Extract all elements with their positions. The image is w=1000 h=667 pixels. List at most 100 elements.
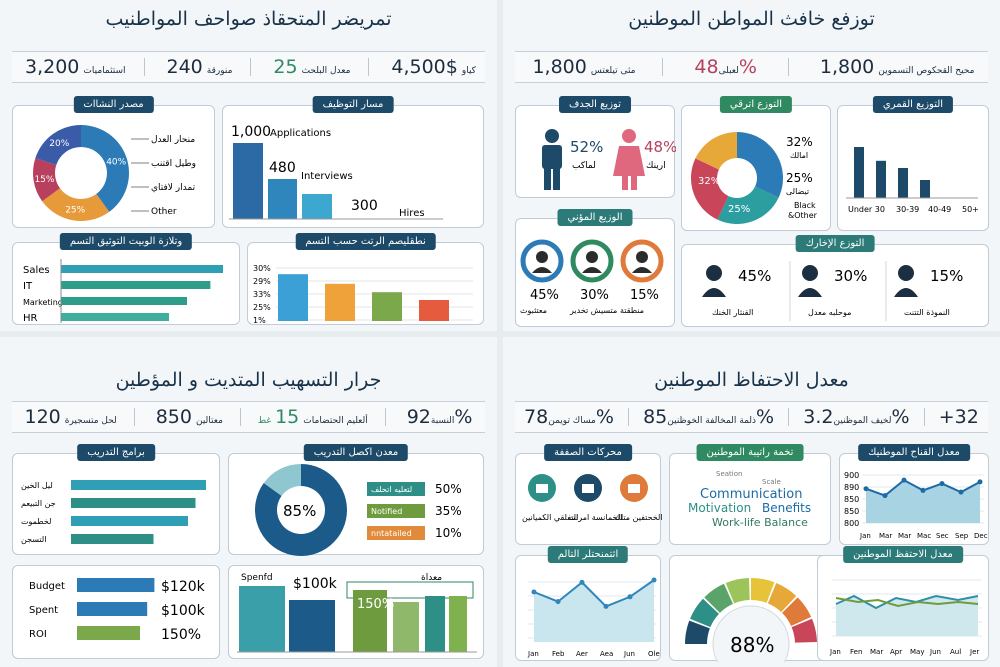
kpi-value: 25 [273, 56, 298, 78]
data-point [863, 486, 869, 492]
kpi-label: ذلمة المخالفة الخوظنين [667, 416, 757, 426]
y-tick: 25% [253, 303, 271, 312]
job-level-chart: 45% معتثبوث 30% متسيش تخدير 15% منطقتة [520, 239, 664, 315]
kpi-label: النسبة [430, 416, 455, 426]
dept-label: HR [23, 313, 38, 324]
x-tick: Feb [552, 650, 565, 658]
age-bar [898, 168, 908, 198]
dept-label: IT [23, 281, 33, 292]
job-level-card: الوزيع المؤني 45% معتثبوث 30% متسيش تخدير 15… [515, 209, 675, 327]
person-icon [636, 251, 648, 263]
spend-chart: Spenfd $100k معداة 150% [237, 573, 477, 653]
department-card: وتلازة الوبيت التوثيق التسم Sales IT Marke… [12, 233, 240, 325]
rate-line-2 [835, 597, 979, 608]
mgmt-percent: 30% [834, 267, 867, 285]
x-tick: Dec [974, 532, 988, 540]
ethnicity-donut-chart: 32% امالك 25% تيضالى 25% 32% Black&Other [691, 132, 818, 224]
x-tick: Under 30 [848, 205, 885, 214]
retention-gauge-card: 88% [669, 555, 831, 667]
x-tick: Sec [936, 532, 949, 540]
legend-label: Notified [371, 507, 402, 516]
data-point [977, 479, 983, 485]
program-label: التسجن [21, 535, 46, 544]
x-tick: Jun [623, 650, 635, 658]
y-tick: 850 [844, 495, 859, 504]
funnel-label: Interviews [301, 171, 353, 182]
level-percent: 30% [580, 288, 609, 303]
kpi-value: 15 [275, 406, 300, 428]
spend-bar [239, 586, 285, 652]
x-tick: Mac [917, 532, 931, 540]
word: Communication [700, 487, 802, 502]
word-cloud-card: تخمة راتيبة الموطنين Seation Scale Commu… [669, 444, 831, 545]
data-point [920, 487, 926, 493]
legend-value: 10% [435, 526, 462, 540]
panel-title: تمريضر المتحقاذ صواحف المواطنيب [105, 8, 392, 30]
x-tick: Aer [576, 650, 588, 658]
y-tick: 900 [844, 471, 859, 480]
card-header: محركات الصففة [544, 444, 632, 461]
legend-label: تمدار لافتاي [151, 183, 196, 193]
hire-source-card: مصدر النشاات 40% 25% 15% 20% منحار العدل وطيل… [12, 96, 215, 228]
x-tick: Mar [870, 648, 883, 656]
data-point [901, 477, 907, 483]
word: Motivation [688, 501, 751, 515]
roi-frame [346, 581, 474, 599]
y-tick: 30% [253, 264, 271, 273]
spend-value: $100k [293, 576, 338, 592]
completion-percent: 85% [283, 502, 316, 520]
budget-card: Budget $120k Spent $100k ROI 150% [12, 565, 220, 659]
card-header: معدل القناح الموطنيك [858, 444, 970, 461]
gauge-segment [791, 618, 817, 643]
time-to-hire-card: نطقليصم الرتت حسب التسم 30%29%33%25%1%من… [247, 233, 484, 331]
spend-bar [289, 600, 335, 652]
card-header: التوزيع القمري [872, 96, 954, 113]
legend-swatch [367, 482, 425, 496]
slice-percent: 25% [728, 204, 750, 215]
budget-bar [77, 626, 140, 640]
market-card: اثتمنحتلر التالم Jan Feb Aer Aea Jun Ole [515, 546, 661, 661]
department-bar-chart: Sales IT Marketing HR [23, 259, 223, 324]
x-tick: Jan [829, 648, 841, 656]
mgmt-percent: 45% [738, 267, 771, 285]
program-label: ليل الخين [21, 481, 53, 490]
budget-label: ROI [29, 629, 47, 640]
word: Seation [716, 470, 742, 478]
legend-label: لتعليه اتحلف [371, 485, 412, 494]
x-tick: Apr [890, 648, 902, 656]
x-tick: Jun [929, 648, 941, 656]
retention-panel: معدل الاحتفاظ الموطنين مساك تويمن78% ذلم… [503, 337, 1000, 667]
x-tick: Jan [527, 650, 539, 658]
male-label: لماكب [572, 161, 596, 171]
panel-title: معدل الاحتفاظ الموطنين [654, 369, 849, 391]
kpi-value: 120 [24, 406, 61, 428]
kpi-value: 3.2% [803, 406, 910, 428]
funnel-value: 300 [351, 198, 378, 214]
funnel-value: 480 [269, 160, 296, 176]
kpi-strip: مساك تويمن78% ذلمة المخالفة الخوظنين85% … [515, 401, 988, 433]
funnel-chart: 1,000 Applications 480 Interviews 300 Hi… [229, 124, 443, 220]
time-bar [372, 292, 402, 321]
roi-bar [353, 590, 387, 652]
budget-value: 150% [161, 627, 201, 643]
kpi-value: 78% [524, 406, 614, 428]
legend-value: 35% [435, 504, 462, 518]
slice-label: امالك [790, 151, 808, 160]
budget-label: Spent [29, 605, 58, 616]
area-fill [534, 580, 654, 642]
program-bar [71, 498, 196, 508]
female-icon [613, 129, 645, 190]
time-bar [419, 300, 449, 321]
x-tick: 50+ [962, 205, 979, 214]
y-tick: 890 [844, 483, 859, 492]
legend-label: وطيل اقتنب [151, 159, 196, 169]
kpi-label: مساك تويمن [548, 416, 596, 426]
card-header: مصدر النشاات [73, 96, 154, 113]
card-header: نطقليصم الرتت حسب التسم [295, 233, 436, 250]
funnel-bar [268, 179, 297, 219]
male-icon [542, 129, 562, 190]
x-tick: Mar [898, 532, 911, 540]
legend-label: nntatailed [371, 529, 412, 538]
